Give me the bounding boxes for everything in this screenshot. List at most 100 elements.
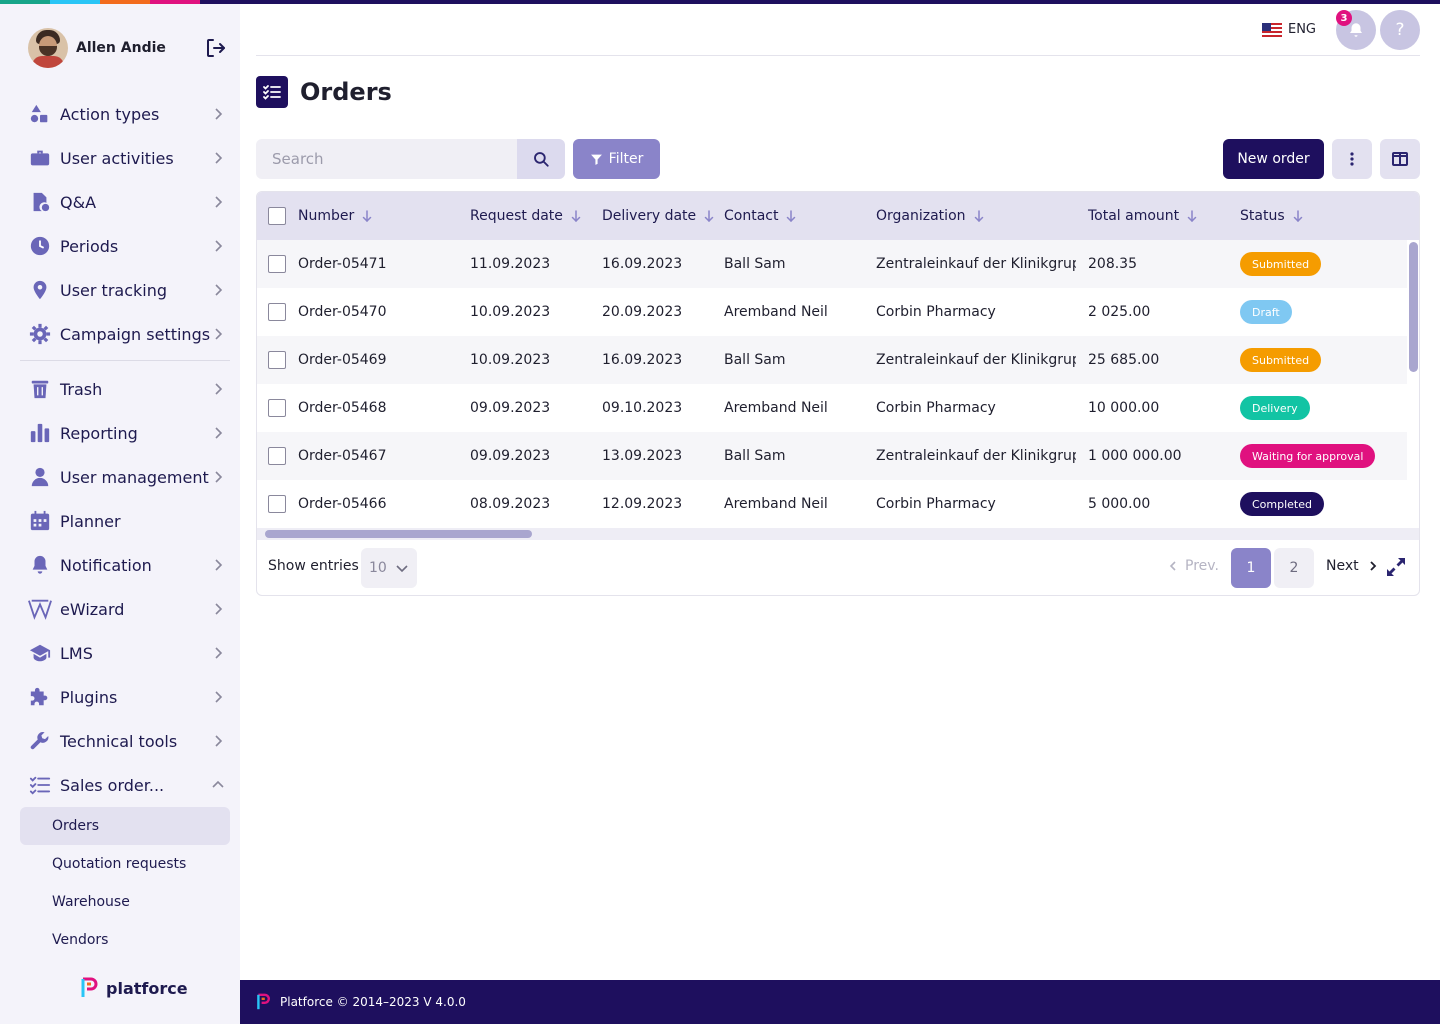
cell-number[interactable]: Order-05467 (298, 448, 387, 464)
sort-arrow-icon[interactable] (1293, 210, 1303, 222)
chevron-right-icon (215, 240, 223, 252)
column-header-status[interactable]: Status (1240, 192, 1303, 240)
sidebar-item-technical-tools[interactable]: Technical tools (20, 719, 230, 763)
cell-number[interactable]: Order-05466 (298, 496, 387, 512)
prev-label: Prev. (1185, 558, 1219, 574)
sidebar-subitem-warehouse[interactable]: Warehouse (52, 894, 130, 910)
sort-arrow-icon[interactable] (974, 210, 984, 222)
orders-table: Number Request date Delivery date Contact Or… (256, 191, 1420, 596)
platforce-logo-icon (257, 993, 270, 1010)
row-checkbox[interactable] (268, 447, 286, 465)
sidebar-item-user-management[interactable]: User management (20, 455, 230, 499)
horizontal-scrollbar[interactable] (265, 530, 532, 538)
entries-select[interactable]: 10 (361, 548, 417, 588)
sidebar-item-notification[interactable]: Notification (20, 543, 230, 587)
sidebar-item-user-activities[interactable]: User activities (20, 136, 230, 180)
clock-icon (28, 234, 52, 258)
language-selector[interactable]: ENG (1261, 22, 1316, 37)
row-checkbox[interactable] (268, 495, 286, 513)
avatar[interactable] (28, 28, 68, 68)
column-header-number[interactable]: Number (298, 192, 372, 240)
expand-icon[interactable] (1385, 556, 1407, 578)
search-input[interactable] (256, 139, 517, 179)
column-header-request-date[interactable]: Request date (470, 192, 581, 240)
sidebar-item-planner[interactable]: Planner (20, 499, 230, 543)
cell-org: Corbin Pharmacy (876, 400, 996, 416)
page-button-1[interactable]: 1 (1231, 548, 1271, 588)
page-footer: Platforce © 2014–2023 V 4.0.0 (240, 980, 1440, 1024)
location-pin-icon (28, 278, 52, 302)
vertical-scrollbar[interactable] (1409, 242, 1418, 372)
cell-request: 08.09.2023 (470, 496, 551, 512)
select-all-checkbox[interactable] (268, 207, 286, 225)
more-options-button[interactable] (1332, 139, 1372, 179)
cell-delivery: 13.09.2023 (602, 448, 683, 464)
new-order-button[interactable]: New order (1223, 139, 1324, 179)
cell-number[interactable]: Order-05470 (298, 304, 387, 320)
column-header-delivery-date[interactable]: Delivery date (602, 192, 714, 240)
sidebar-item-reporting[interactable]: Reporting (20, 411, 230, 455)
sidebar-item-label: Periods (60, 236, 119, 256)
cell-delivery: 16.09.2023 (602, 352, 683, 368)
sidebar-subitem-quotation-requests[interactable]: Quotation requests (52, 856, 187, 872)
sidebar-subitem-orders[interactable]: Orders (20, 807, 230, 845)
sidebar-item-trash[interactable]: Trash (20, 367, 230, 411)
cell-number[interactable]: Order-05468 (298, 400, 387, 416)
table-row[interactable]: Order-05466 08.09.2023 12.09.2023 Aremband … (257, 480, 1407, 528)
row-checkbox[interactable] (268, 255, 286, 273)
row-checkbox[interactable] (268, 399, 286, 417)
column-header-contact[interactable]: Contact (724, 192, 796, 240)
sort-arrow-icon[interactable] (786, 210, 796, 222)
column-header-total-amount[interactable]: Total amount (1088, 192, 1197, 240)
column-header-label: Organization (876, 208, 966, 224)
table-row[interactable]: Order-05469 10.09.2023 16.09.2023 Ball Sam Z… (257, 336, 1407, 384)
table-row[interactable]: Order-05468 09.09.2023 09.10.2023 Aremband … (257, 384, 1407, 432)
sort-arrow-icon[interactable] (362, 210, 372, 222)
notification-count-badge: 3 (1336, 10, 1352, 26)
table-footer: Show entries 10 Prev. 1 2 Next (257, 540, 1419, 595)
table-row[interactable]: Order-05467 09.09.2023 13.09.2023 Ball Sam Z… (257, 432, 1407, 480)
chevron-right-icon (215, 691, 223, 703)
checklist-icon (28, 773, 52, 797)
sidebar-item-sales-order[interactable]: Sales order... (20, 763, 230, 807)
column-layout-button[interactable] (1380, 139, 1420, 179)
sidebar-item-campaign-settings[interactable]: Campaign settings (20, 312, 230, 356)
table-row[interactable]: Order-05471 11.09.2023 16.09.2023 Ball Sam Z… (257, 240, 1407, 288)
notifications-button[interactable]: 3 (1336, 10, 1376, 50)
chevron-right-icon (215, 603, 223, 615)
help-button[interactable]: ? (1380, 10, 1420, 50)
page-button-2[interactable]: 2 (1274, 548, 1314, 588)
sidebar-item-label: Action types (60, 104, 160, 124)
column-header-organization[interactable]: Organization (876, 192, 984, 240)
sidebar-item-plugins[interactable]: Plugins (20, 675, 230, 719)
logout-icon[interactable] (204, 36, 228, 60)
sidebar-item-user-tracking[interactable]: User tracking (20, 268, 230, 312)
sort-arrow-icon[interactable] (1187, 210, 1197, 222)
chevron-right-icon (215, 152, 223, 164)
sidebar-item-action-types[interactable]: Action types (20, 92, 230, 136)
sort-arrow-icon[interactable] (704, 210, 714, 222)
sidebar: Allen Andie Action types User activities Q… (0, 0, 240, 1024)
table-row[interactable]: Order-05470 10.09.2023 20.09.2023 Aremband … (257, 288, 1407, 336)
row-checkbox[interactable] (268, 351, 286, 369)
filter-button[interactable]: Filter (573, 139, 660, 179)
sort-arrow-icon[interactable] (571, 210, 581, 222)
us-flag-icon (1261, 22, 1282, 37)
cell-contact: Aremband Neil (724, 496, 828, 512)
stripe-segment (50, 0, 100, 4)
search-button[interactable] (517, 139, 565, 179)
show-entries-label: Show entries (268, 558, 359, 574)
cell-status: Submitted (1240, 336, 1322, 384)
cell-number[interactable]: Order-05471 (298, 256, 387, 272)
sidebar-item-q-a[interactable]: Q&A (20, 180, 230, 224)
briefcase-icon (28, 146, 52, 170)
cell-number[interactable]: Order-05469 (298, 352, 387, 368)
column-header-label: Request date (470, 208, 563, 224)
sidebar-item-periods[interactable]: Periods (20, 224, 230, 268)
next-page-button[interactable]: Next (1326, 558, 1379, 574)
prev-page-button[interactable]: Prev. (1167, 558, 1219, 574)
sidebar-item-ewizard[interactable]: eWizard (20, 587, 230, 631)
sidebar-item-lms[interactable]: LMS (20, 631, 230, 675)
sidebar-subitem-vendors[interactable]: Vendors (52, 932, 109, 948)
row-checkbox[interactable] (268, 303, 286, 321)
